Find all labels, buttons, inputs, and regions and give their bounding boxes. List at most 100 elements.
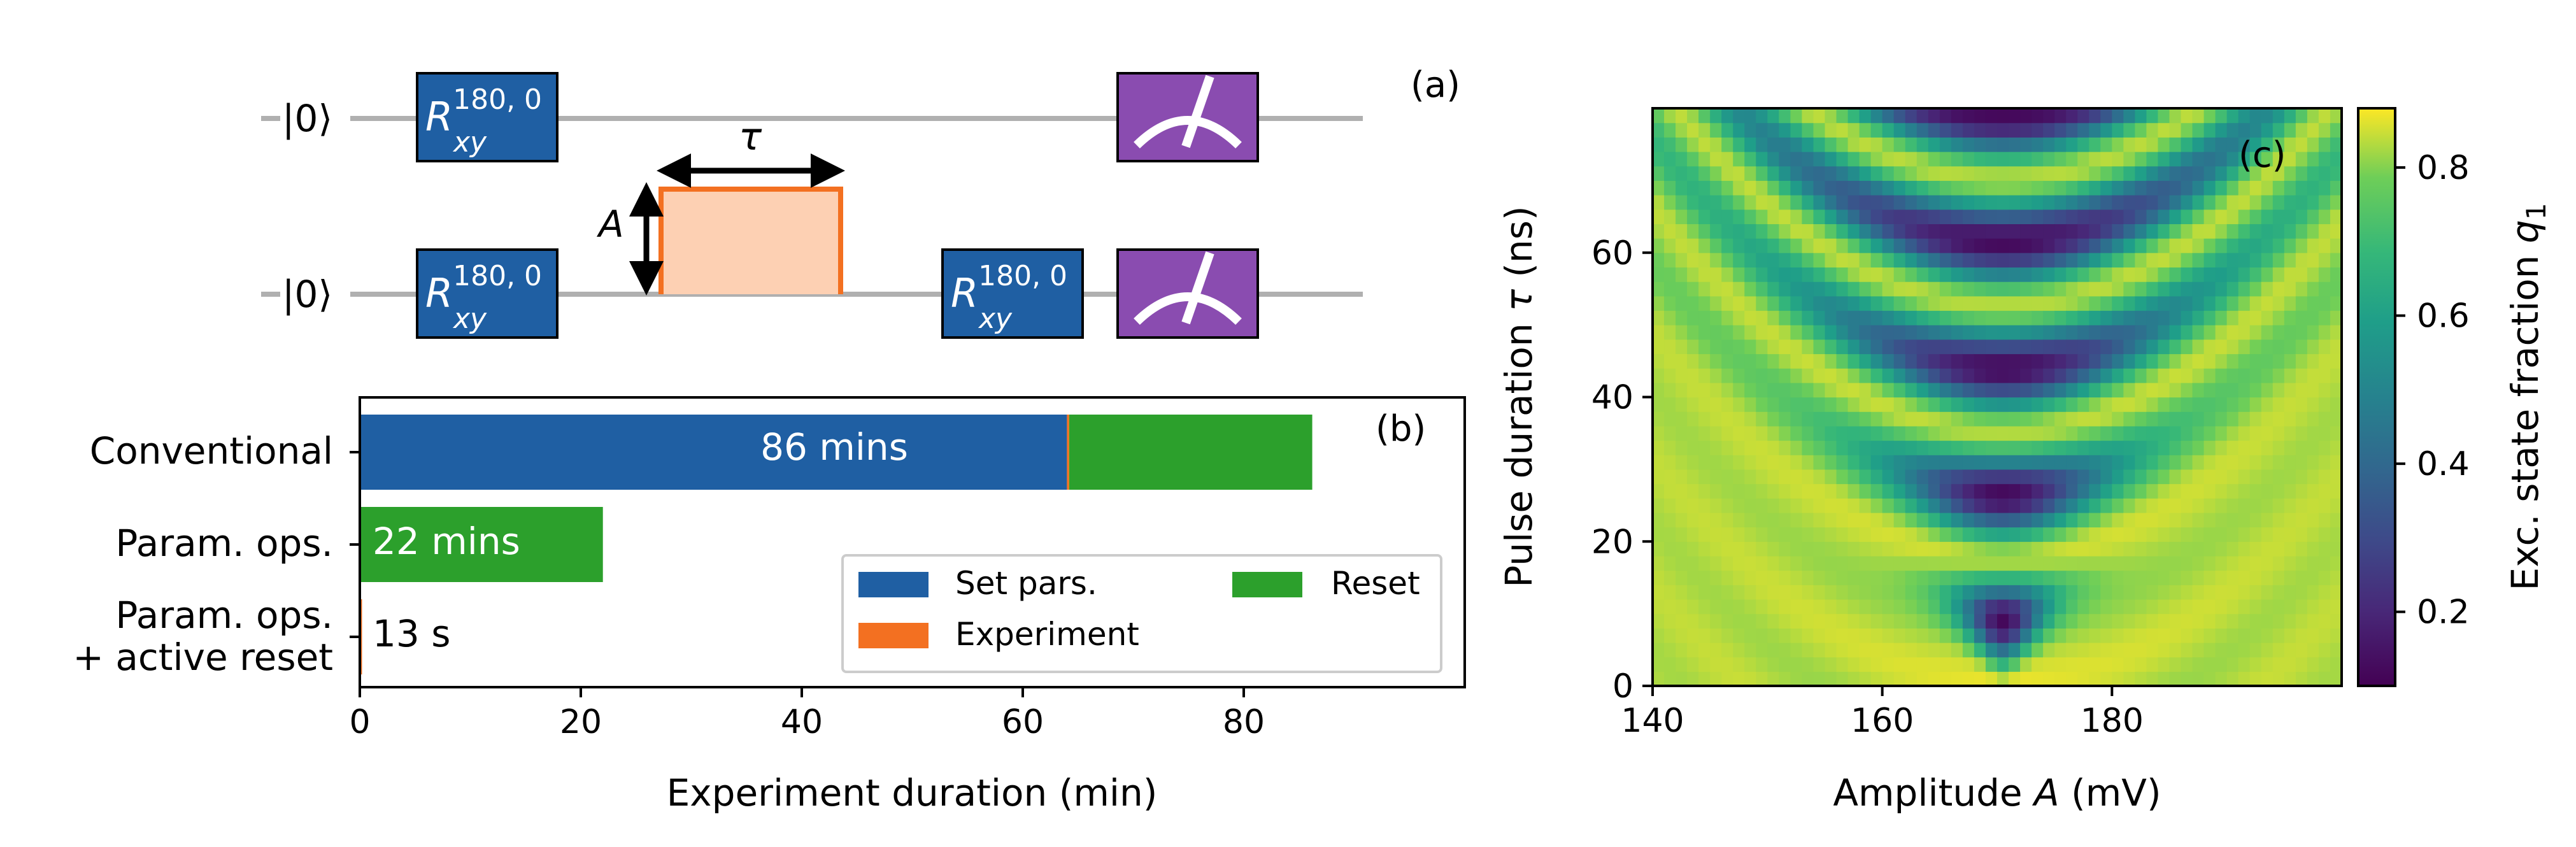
heatmap-cell (1870, 325, 1883, 340)
heatmap-cell (2100, 195, 2112, 210)
heatmap-cell (1744, 325, 1756, 340)
heatmap-cell (2089, 368, 2101, 383)
heatmap-cell (1997, 599, 2009, 615)
heatmap-x-ticks: 140 160 180 (1621, 686, 2144, 740)
heatmap-cell (2009, 122, 2021, 138)
heatmap-cell (2089, 613, 2101, 629)
heatmap-cell (2135, 555, 2147, 571)
heatmap-cell (2226, 585, 2239, 600)
heatmap-cell (1882, 325, 1895, 340)
heatmap-cell (2089, 541, 2101, 557)
heatmap-cell (1687, 671, 1699, 687)
heatmap-cell (1859, 628, 1872, 643)
heatmap-cell (1676, 570, 1688, 585)
heatmap-cell (1847, 512, 1860, 528)
heatmap-cell (1802, 325, 1814, 340)
heatmap-cell (2203, 599, 2216, 615)
heatmap-cell (2135, 483, 2147, 499)
heatmap-cell (1997, 339, 2009, 355)
heatmap-cell (2284, 599, 2296, 615)
heatmap-cell (1721, 498, 1733, 513)
heatmap-cell (2146, 440, 2159, 455)
heatmap-cell (1951, 368, 1963, 383)
heatmap-cell (2203, 555, 2216, 571)
heatmap-cell (1756, 382, 1768, 398)
heatmap-cell (1779, 180, 1791, 196)
heatmap-cell (1928, 195, 1940, 210)
heatmap-cell (2158, 108, 2170, 124)
heatmap-cell (2135, 108, 2147, 124)
heatmap-cell (1653, 166, 1665, 181)
heatmap-cell (2112, 628, 2124, 643)
heatmap-cell (2307, 455, 2319, 470)
heatmap-cell (1802, 585, 1814, 600)
heatmap-cell (2158, 281, 2170, 297)
bar-x-tick-label: 40 (781, 703, 823, 741)
heatmap-cell (1951, 325, 1963, 340)
heatmap-cell (2192, 440, 2205, 455)
heatmap-cell (1997, 613, 2009, 629)
heatmap-cell (1813, 657, 1826, 672)
heatmap-cell (1698, 527, 1711, 542)
heatmap-cell (1916, 122, 1929, 138)
heatmap-cell (2203, 498, 2216, 513)
heatmap-cell (2112, 382, 2124, 398)
heatmap-cell (2043, 397, 2055, 412)
heatmap-cell (1859, 498, 1872, 513)
heatmap-cell (1859, 137, 1872, 152)
heatmap-cell (2100, 137, 2112, 152)
heatmap-cell (2238, 382, 2251, 398)
heatmap-cell (1802, 382, 1814, 398)
heatmap-cell (2089, 527, 2101, 542)
heatmap-cell (1664, 440, 1676, 455)
heatmap-cell (2146, 585, 2159, 600)
heatmap-cell (2158, 209, 2170, 224)
heatmap-cell (1825, 281, 1837, 297)
heatmap-cell (2318, 281, 2331, 297)
heatmap-cell (1733, 570, 1745, 585)
heatmap-cell (1698, 483, 1711, 499)
legend-swatch-reset (1232, 572, 1302, 597)
heatmap-cell (1870, 397, 1883, 412)
heatmap-cell (2077, 599, 2089, 615)
rotation-gate-bottom-1: R180, 0 xy (416, 248, 559, 339)
heatmap-cell (1951, 527, 1963, 542)
heatmap-cell (1985, 555, 1998, 571)
heatmap-cell (1847, 671, 1860, 687)
heatmap-cell (1928, 512, 1940, 528)
heatmap-cell (2181, 657, 2193, 672)
heatmap-cell (1767, 671, 1779, 687)
heatmap-cell (2249, 527, 2262, 542)
heatmap-cell (2261, 137, 2274, 152)
heatmap-cell (1905, 368, 1918, 383)
heatmap-cell (2203, 613, 2216, 629)
heatmap-cell (2009, 108, 2021, 124)
heatmap-cell (2169, 657, 2182, 672)
heatmap-cell (2112, 252, 2124, 268)
heatmap-cell (2261, 325, 2274, 340)
heatmap-cell (2032, 440, 2044, 455)
heatmap-cell (1767, 585, 1779, 600)
heatmap-cell (2089, 599, 2101, 615)
heatmap-cell (1721, 238, 1733, 253)
heatmap-cell (2032, 224, 2044, 239)
heatmap-cell (2169, 498, 2182, 513)
heatmap-cell (2020, 325, 2032, 340)
heatmap-cell (2318, 483, 2331, 499)
heatmap-cell (1653, 353, 1665, 369)
heatmap-cell (1756, 570, 1768, 585)
heatmap-cell (1653, 122, 1665, 138)
heatmap-cell (2009, 440, 2021, 455)
heatmap-cell (1721, 613, 1733, 629)
heatmap-cell (2330, 483, 2342, 499)
heatmap-cell (2284, 570, 2296, 585)
heatmap-cell (1882, 295, 1895, 311)
heatmap-cell (2100, 455, 2112, 470)
heatmap-cell (2261, 455, 2274, 470)
heatmap-cell (1756, 411, 1768, 427)
heatmap-cell (1733, 382, 1745, 398)
heatmap-cell (1974, 425, 1986, 441)
heatmap-cell (2020, 455, 2032, 470)
heatmap-cell (2272, 122, 2285, 138)
heatmap-cell (1744, 180, 1756, 196)
